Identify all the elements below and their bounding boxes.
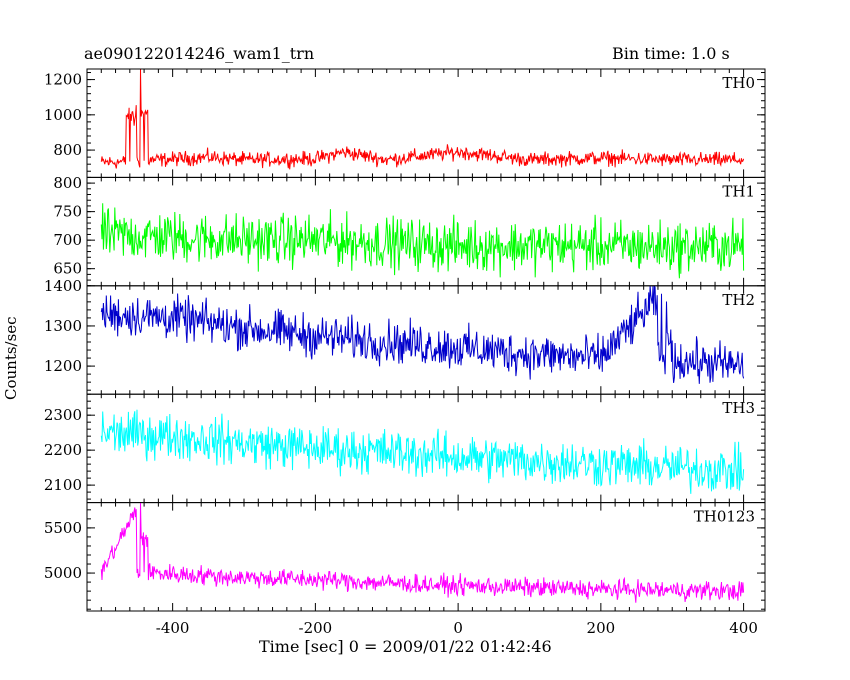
y-axis-label: Counts/sec xyxy=(2,316,20,400)
x-tick-label: 0 xyxy=(453,619,463,637)
y-tick-label: 2300 xyxy=(44,406,82,424)
x-tick-label: 200 xyxy=(587,619,616,637)
x-tick-label: -400 xyxy=(156,619,190,637)
bin-time-label: Bin time: 1.0 s xyxy=(612,44,730,63)
series-th2-trace xyxy=(100,285,745,384)
y-tick-label: 800 xyxy=(53,174,82,192)
y-tick-label: 1400 xyxy=(44,277,82,295)
panel-frame-th3 xyxy=(86,393,766,504)
y-tick-label: 1200 xyxy=(44,357,82,375)
y-tick-label: 650 xyxy=(53,260,82,278)
series-th1-trace xyxy=(100,203,745,279)
series-th3-trace xyxy=(100,409,745,494)
y-tick-label: 5000 xyxy=(44,564,82,582)
y-tick-label: 2200 xyxy=(44,441,82,459)
y-tick-label: 700 xyxy=(53,231,82,249)
y-tick-label: 1300 xyxy=(44,317,82,335)
x-axis-label: Time [sec] 0 = 2009/01/22 01:42:46 xyxy=(259,637,552,656)
series-label-th0123: TH0123 xyxy=(694,508,755,526)
y-tick-label: 750 xyxy=(53,203,82,221)
y-tick-label: 1000 xyxy=(44,106,82,124)
series-label-th3: TH3 xyxy=(722,399,755,417)
series-label-th2: TH2 xyxy=(722,291,755,309)
panel-frame-th0123 xyxy=(86,502,766,612)
panel-frame-th1 xyxy=(86,176,766,287)
x-tick-label: 400 xyxy=(729,619,758,637)
y-tick-label: 5500 xyxy=(44,519,82,537)
y-tick-label: 1200 xyxy=(44,71,82,89)
y-tick-label: 800 xyxy=(53,141,82,159)
series-label-th1: TH1 xyxy=(722,182,755,200)
x-tick-label: -200 xyxy=(299,619,333,637)
series-th0123-trace xyxy=(100,502,745,603)
y-tick-label: 2100 xyxy=(44,476,82,494)
series-th0-trace xyxy=(100,68,745,170)
series-label-th0: TH0 xyxy=(722,74,755,92)
plot-title: ae090122014246_wam1_trn xyxy=(84,44,315,63)
